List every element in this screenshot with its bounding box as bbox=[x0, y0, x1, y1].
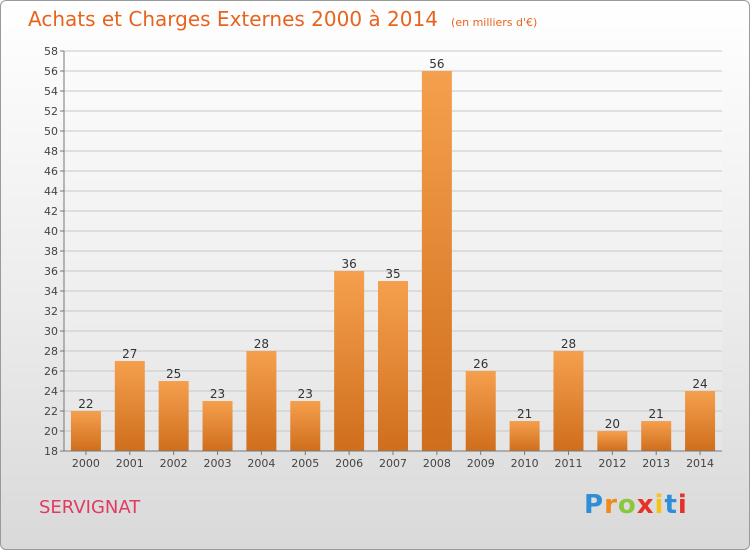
bar-value-label: 28 bbox=[254, 337, 269, 351]
bar-2010 bbox=[509, 421, 540, 451]
bar-value-label: 25 bbox=[166, 367, 181, 381]
logo-letter: P bbox=[584, 490, 605, 520]
y-tick-label: 52 bbox=[44, 105, 58, 118]
bar-2005 bbox=[290, 401, 321, 451]
bar-value-label: 23 bbox=[298, 387, 313, 401]
y-tick-label: 38 bbox=[44, 245, 58, 258]
y-tick-label: 34 bbox=[44, 285, 58, 298]
x-tick-label: 2001 bbox=[116, 457, 144, 470]
bars: 22 27 25 23 28 23 36 35 56 26 21 28 20 21 24 bbox=[70, 57, 716, 451]
x-axis: 2000 2001 2002 2003 2004 2005 2006 2007 2008 2009… bbox=[64, 450, 722, 470]
bar-value-label: 24 bbox=[692, 377, 707, 391]
y-tick-label: 46 bbox=[44, 165, 58, 178]
y-tick-label: 44 bbox=[44, 185, 58, 198]
bar-value-label: 20 bbox=[605, 417, 620, 431]
bar-2007 bbox=[378, 281, 408, 451]
bar-value-label: 26 bbox=[473, 357, 488, 371]
y-tick-label: 28 bbox=[44, 345, 58, 358]
logo-letter: x bbox=[636, 490, 655, 520]
logo-letter: o bbox=[617, 490, 637, 520]
bar-value-label: 36 bbox=[341, 257, 356, 271]
bar-value-label: 56 bbox=[429, 57, 444, 71]
y-tick-label: 26 bbox=[44, 365, 58, 378]
y-tick-label: 54 bbox=[44, 85, 58, 98]
title-row: Achats et Charges Externes 2000 à 2014 (… bbox=[28, 7, 537, 31]
x-tick-label: 2005 bbox=[291, 457, 319, 470]
y-tick-label: 58 bbox=[44, 45, 58, 58]
y-tick-label: 24 bbox=[44, 385, 58, 398]
logo-letter: t bbox=[664, 490, 678, 520]
x-tick-label: 2007 bbox=[379, 457, 407, 470]
bar-2004 bbox=[246, 351, 277, 451]
bar-2012 bbox=[597, 431, 628, 451]
x-tick-label: 2008 bbox=[423, 457, 451, 470]
bar-2014 bbox=[685, 391, 716, 451]
logo-letter: i bbox=[677, 490, 688, 520]
proxiti-logo[interactable]: Proxiti bbox=[584, 490, 688, 520]
bar-2011 bbox=[553, 351, 584, 451]
y-tick-label: 40 bbox=[44, 225, 58, 238]
y-tick-label: 50 bbox=[44, 125, 58, 138]
x-tick-label: 2006 bbox=[335, 457, 363, 470]
bar-value-label: 21 bbox=[649, 407, 664, 421]
x-tick-label: 2000 bbox=[72, 457, 100, 470]
y-tick-label: 18 bbox=[44, 445, 58, 458]
x-tick-label: 2014 bbox=[686, 457, 714, 470]
logo-letter: i bbox=[654, 490, 665, 520]
y-tick-label: 48 bbox=[44, 145, 58, 158]
y-tick-label: 22 bbox=[44, 405, 58, 418]
y-tick-label: 42 bbox=[44, 205, 58, 218]
y-axis: 18 20 22 24 26 28 30 32 34 36 38 40 42 44 46 48 50 52 54 56… bbox=[44, 45, 65, 458]
x-tick-label: 2004 bbox=[247, 457, 275, 470]
x-tick-label: 2012 bbox=[598, 457, 626, 470]
bar-2013 bbox=[641, 421, 672, 451]
bar-2002 bbox=[158, 381, 189, 451]
bar-value-label: 27 bbox=[122, 347, 137, 361]
x-tick-label: 2003 bbox=[204, 457, 232, 470]
bar-2006 bbox=[334, 271, 365, 451]
chart-title: Achats et Charges Externes 2000 à 2014 bbox=[28, 7, 438, 31]
bar-value-label: 35 bbox=[385, 267, 400, 281]
bar-2000 bbox=[70, 411, 101, 451]
bar-2008 bbox=[421, 71, 452, 451]
y-tick-label: 30 bbox=[44, 325, 58, 338]
y-tick-label: 32 bbox=[44, 305, 58, 318]
bar-value-label: 21 bbox=[517, 407, 532, 421]
bar-value-label: 22 bbox=[78, 397, 93, 411]
logo-letter: r bbox=[604, 490, 618, 520]
bar-2003 bbox=[202, 401, 233, 451]
x-tick-label: 2010 bbox=[511, 457, 539, 470]
bar-2009 bbox=[465, 371, 496, 451]
bar-2001 bbox=[114, 361, 145, 451]
bar-value-label: 28 bbox=[561, 337, 576, 351]
bar-value-label: 23 bbox=[210, 387, 225, 401]
x-tick-label: 2011 bbox=[554, 457, 582, 470]
x-tick-label: 2002 bbox=[160, 457, 188, 470]
place-name: SERVIGNAT bbox=[39, 497, 141, 518]
y-tick-label: 56 bbox=[44, 65, 58, 78]
chart-subtitle: (en milliers d'€) bbox=[451, 16, 538, 29]
x-tick-label: 2013 bbox=[642, 457, 670, 470]
y-tick-label: 36 bbox=[44, 265, 58, 278]
x-tick-label: 2009 bbox=[467, 457, 495, 470]
y-tick-label: 20 bbox=[44, 425, 58, 438]
